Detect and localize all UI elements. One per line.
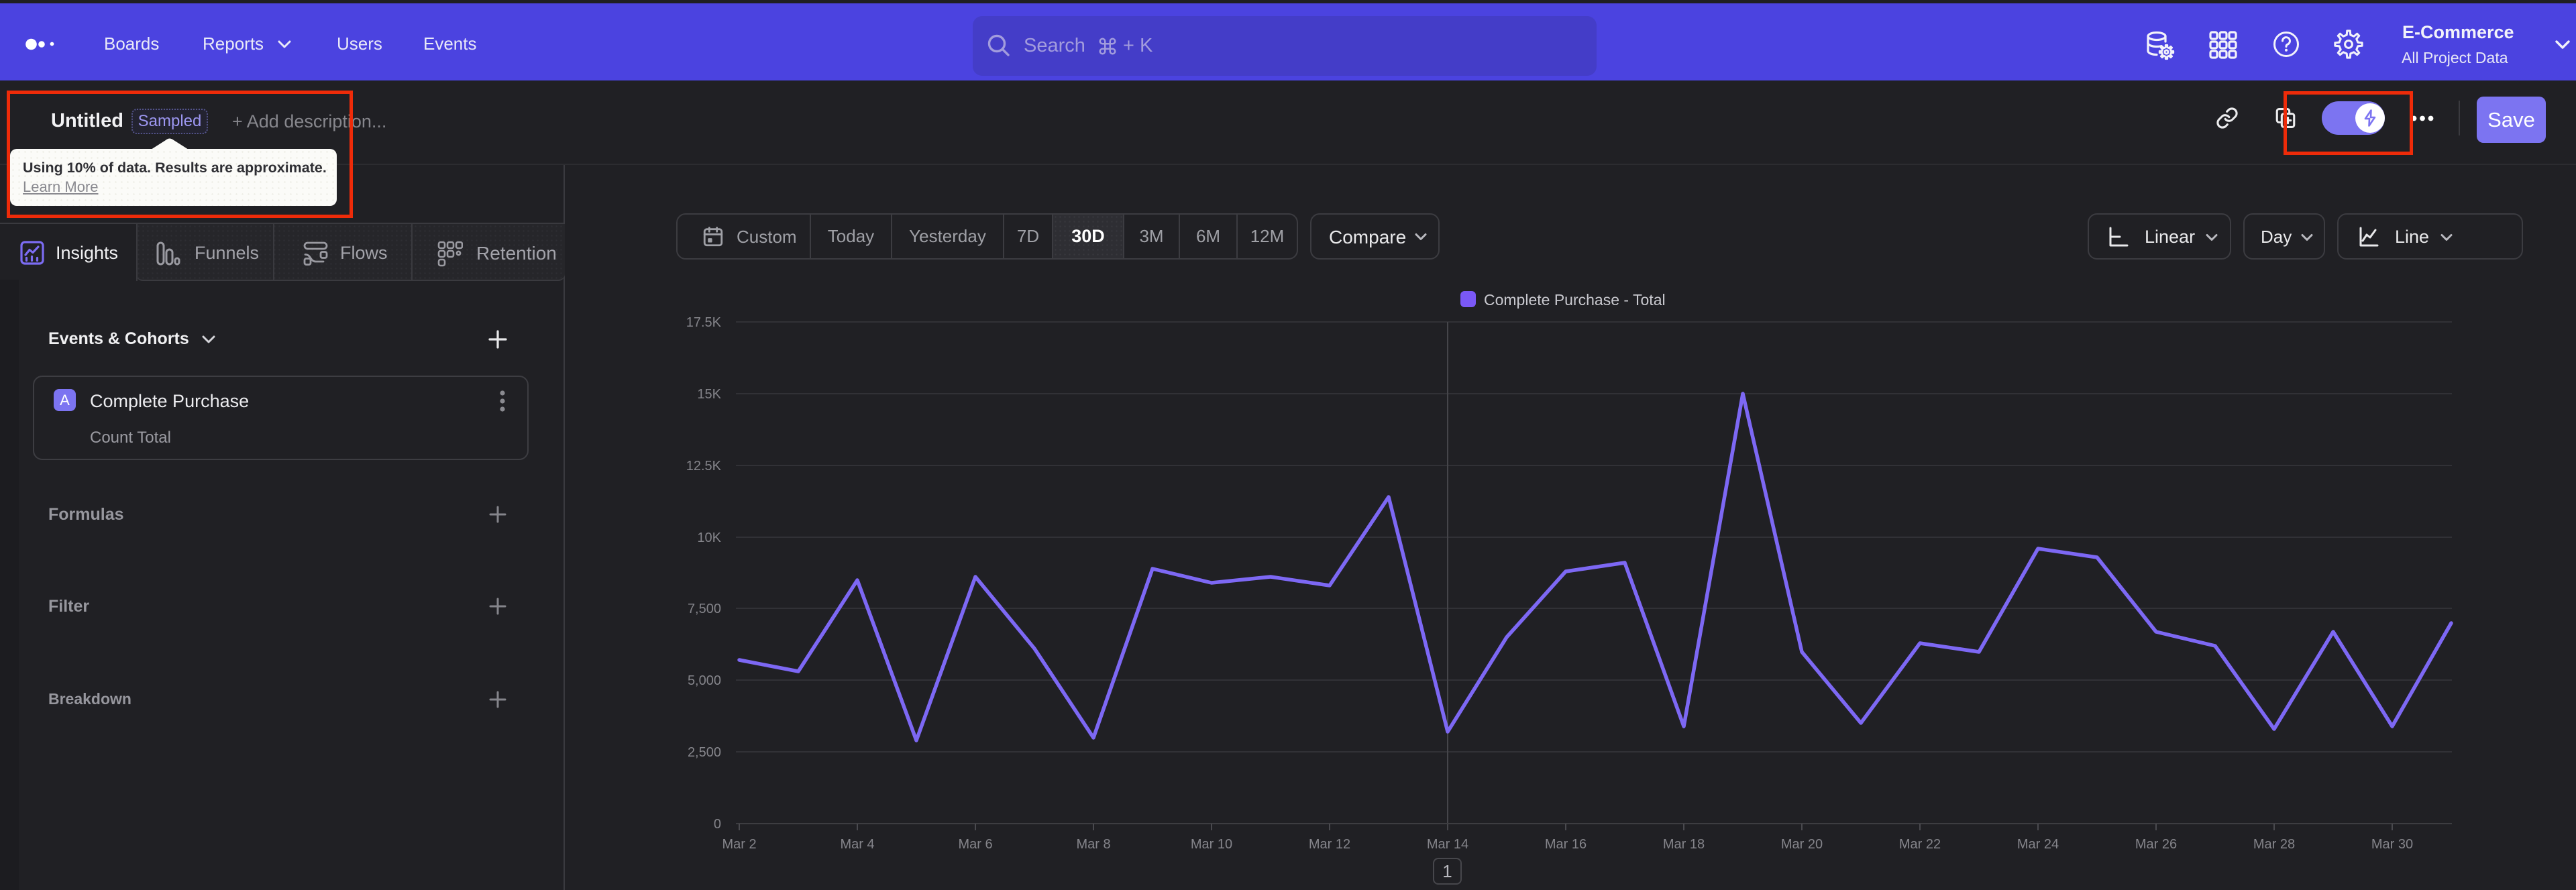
svg-text:15K: 15K bbox=[697, 387, 721, 402]
svg-text:2,500: 2,500 bbox=[688, 745, 721, 760]
svg-text:12.5K: 12.5K bbox=[686, 459, 722, 474]
svg-text:Mar 26: Mar 26 bbox=[2135, 837, 2177, 852]
svg-text:Mar 10: Mar 10 bbox=[1191, 837, 1232, 852]
svg-text:Mar 2: Mar 2 bbox=[722, 837, 756, 852]
svg-text:5,000: 5,000 bbox=[688, 673, 721, 688]
svg-text:Mar 30: Mar 30 bbox=[2371, 837, 2413, 852]
svg-text:7,500: 7,500 bbox=[688, 602, 721, 616]
svg-text:10K: 10K bbox=[697, 531, 721, 545]
svg-text:Mar 18: Mar 18 bbox=[1663, 837, 1705, 852]
svg-text:Mar 14: Mar 14 bbox=[1427, 837, 1468, 852]
svg-text:Mar 12: Mar 12 bbox=[1309, 837, 1350, 852]
svg-text:Mar 16: Mar 16 bbox=[1545, 837, 1587, 852]
svg-text:Mar 6: Mar 6 bbox=[958, 837, 992, 852]
svg-text:Mar 24: Mar 24 bbox=[2017, 837, 2059, 852]
svg-text:Mar 28: Mar 28 bbox=[2253, 837, 2295, 852]
svg-text:17.5K: 17.5K bbox=[686, 315, 722, 330]
svg-text:Mar 4: Mar 4 bbox=[840, 837, 874, 852]
svg-text:Mar 8: Mar 8 bbox=[1076, 837, 1110, 852]
svg-text:0: 0 bbox=[714, 817, 721, 832]
svg-text:Mar 20: Mar 20 bbox=[1781, 837, 1823, 852]
svg-text:Mar 22: Mar 22 bbox=[1899, 837, 1941, 852]
